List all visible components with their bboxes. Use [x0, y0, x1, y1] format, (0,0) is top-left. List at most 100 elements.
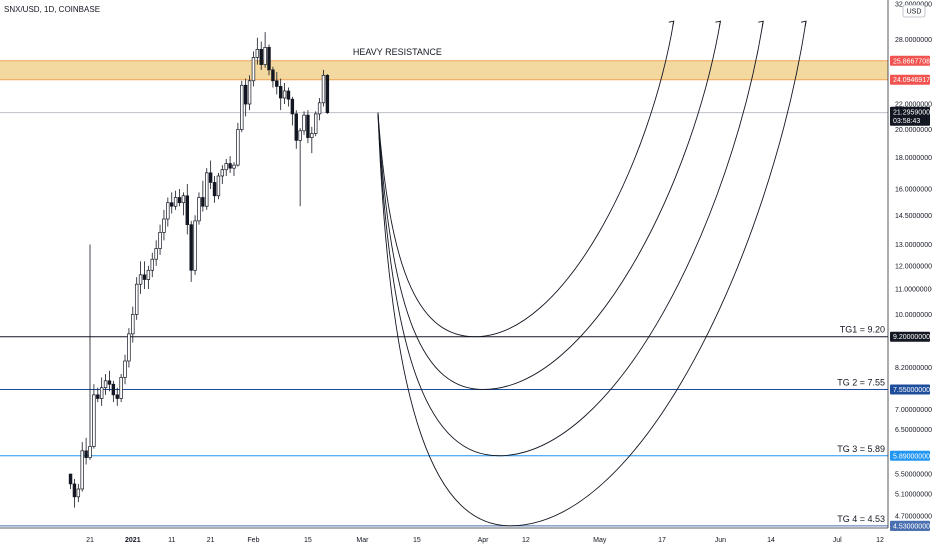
x-tick-label: 12 — [876, 537, 884, 544]
candle-up — [240, 84, 244, 130]
candle-up — [205, 172, 209, 207]
candle-up — [181, 195, 186, 204]
x-tick-label: Mar — [356, 537, 369, 544]
y-tick-label: 10.00000000 — [895, 312, 932, 319]
candle-down — [208, 172, 213, 183]
candle-down — [84, 450, 88, 458]
candle-down — [267, 47, 271, 71]
y-tick-label: 5.50000000 — [895, 472, 932, 479]
x-tick-label: 11 — [168, 537, 175, 544]
target-tag-2 — [890, 384, 930, 395]
candle-up — [127, 333, 131, 362]
candle-up — [216, 175, 221, 197]
y-tick-label: 11.00000000 — [895, 287, 932, 294]
y-tick-label: 7.00000000 — [895, 407, 932, 414]
candle-up — [173, 197, 178, 207]
target-tag-1 — [890, 331, 930, 342]
target-tag-3 — [890, 450, 930, 461]
target-label-3: TG 3 = 5.89 — [837, 444, 885, 454]
candle-up — [119, 377, 123, 399]
time-axis[interactable] — [0, 528, 888, 550]
x-tick-label: 21 — [207, 537, 215, 544]
projection-arrow-1 — [668, 20, 675, 27]
candle-down — [107, 380, 112, 385]
x-tick-label: 17 — [658, 537, 666, 544]
candle-down — [228, 163, 232, 169]
resistance-low-tag-text: 24.09469179 — [893, 77, 932, 84]
currency-button[interactable] — [902, 4, 926, 18]
candle-up — [150, 258, 154, 271]
y-tick-label: 6.50000000 — [895, 427, 932, 434]
target-label-1: TG1 = 9.20 — [840, 325, 885, 335]
candle-down — [306, 114, 310, 138]
candle-up — [314, 113, 318, 134]
candle-up — [154, 248, 158, 260]
x-tick-label: 21 — [86, 537, 94, 544]
candle-up — [138, 274, 143, 285]
resistance-low-tag — [890, 74, 930, 85]
candle-up — [251, 57, 256, 82]
resistance-high-tag — [890, 55, 930, 66]
candle-down — [201, 197, 205, 207]
candle-up — [103, 380, 108, 389]
target-tag-4-front-text: 4.53000000 — [893, 523, 930, 530]
candle-down — [111, 383, 116, 396]
candle-up — [310, 133, 314, 138]
candle-up — [282, 90, 287, 99]
chart-title: SNX/USD, 1D, COINBASE — [4, 5, 100, 14]
target-tag-2-text: 7.55000000 — [893, 387, 930, 394]
y-tick-label: 18.00000000 — [895, 155, 932, 162]
candle-up — [232, 164, 236, 169]
x-tick-label: Apr — [478, 537, 490, 544]
candle-up — [131, 314, 135, 335]
currency-button-label: USD — [907, 9, 922, 16]
x-tick-label: 14 — [767, 537, 775, 544]
projection-arrow-2 — [715, 20, 722, 27]
candle-up — [193, 220, 197, 271]
candle-up — [166, 202, 170, 220]
candle-down — [142, 274, 147, 280]
y-tick-label: 8.20000000 — [895, 365, 932, 372]
projection-curve-1 — [377, 21, 675, 338]
candle-down — [212, 182, 217, 197]
candle-down — [185, 195, 190, 226]
x-tick-label: Feb — [247, 537, 259, 544]
candle-down — [68, 473, 73, 485]
y-tick-label: 28.00000000 — [895, 37, 932, 44]
x-tick-label: 2021 — [125, 537, 141, 544]
candle-down — [278, 86, 283, 99]
x-tick-label: 15 — [413, 537, 421, 544]
projection-arrow-3 — [758, 20, 764, 27]
x-tick-label: Jun — [715, 537, 726, 544]
candle-up — [263, 47, 267, 65]
candle-up — [317, 102, 322, 115]
projection-curve-4 — [377, 21, 807, 527]
countdown-tag-text: 03:58:43 — [893, 118, 920, 125]
y-tick-label: 5.10000000 — [895, 492, 932, 499]
y-tick-label: 13.00000000 — [895, 242, 932, 249]
candle-down — [72, 483, 77, 498]
candle-up — [321, 74, 326, 104]
x-tick-label: May — [593, 537, 607, 544]
projection-curve-3 — [377, 21, 764, 457]
candle-up — [76, 488, 81, 498]
candle-down — [177, 197, 182, 204]
target-label-4: TG 4 = 4.53 — [837, 514, 885, 524]
candle-up — [220, 169, 225, 177]
x-tick-label: 12 — [522, 537, 530, 544]
projection-curve-2 — [377, 21, 721, 390]
candle-down — [243, 84, 248, 105]
candle-up — [247, 80, 252, 105]
candle-up — [224, 163, 228, 171]
y-tick-label: 16.00000000 — [895, 187, 932, 194]
candle-up — [80, 450, 84, 490]
current-price-tag-text: 21.29590000 — [893, 110, 932, 117]
resistance-label: HEAVY RESISTANCE — [353, 47, 442, 57]
candle-down — [294, 113, 298, 141]
candle-up — [146, 269, 151, 280]
current-price-tag — [890, 106, 930, 126]
candle-up — [255, 48, 260, 58]
candle-down — [115, 394, 119, 399]
